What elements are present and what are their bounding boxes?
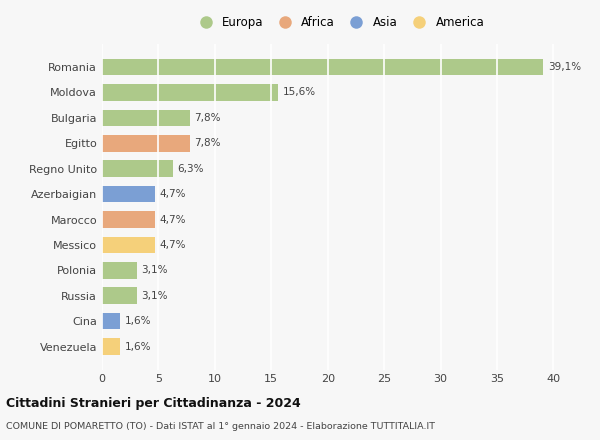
Text: 15,6%: 15,6% (283, 88, 316, 98)
Bar (102, 110, 190, 126)
Bar (102, 338, 120, 355)
Text: 4,7%: 4,7% (160, 215, 186, 224)
Text: 6,3%: 6,3% (178, 164, 204, 174)
Bar (102, 161, 173, 177)
Text: 4,7%: 4,7% (160, 240, 186, 250)
Bar (102, 287, 137, 304)
Text: 3,1%: 3,1% (142, 291, 168, 301)
Text: 4,7%: 4,7% (160, 189, 186, 199)
Bar (102, 211, 155, 228)
Text: 3,1%: 3,1% (142, 265, 168, 275)
Bar (102, 59, 543, 75)
Text: 39,1%: 39,1% (548, 62, 581, 72)
Text: COMUNE DI POMARETTO (TO) - Dati ISTAT al 1° gennaio 2024 - Elaborazione TUTTITAL: COMUNE DI POMARETTO (TO) - Dati ISTAT al… (6, 422, 435, 431)
Text: 1,6%: 1,6% (125, 316, 151, 326)
Text: 1,6%: 1,6% (125, 341, 151, 352)
Text: 7,8%: 7,8% (194, 113, 221, 123)
Bar (102, 313, 120, 330)
Bar (102, 262, 137, 279)
Bar (102, 135, 190, 151)
Legend: Europa, Africa, Asia, America: Europa, Africa, Asia, America (191, 14, 487, 32)
Text: Cittadini Stranieri per Cittadinanza - 2024: Cittadini Stranieri per Cittadinanza - 2… (6, 397, 301, 410)
Bar (102, 186, 155, 202)
Text: 7,8%: 7,8% (194, 138, 221, 148)
Bar (102, 237, 155, 253)
Bar (102, 84, 278, 101)
